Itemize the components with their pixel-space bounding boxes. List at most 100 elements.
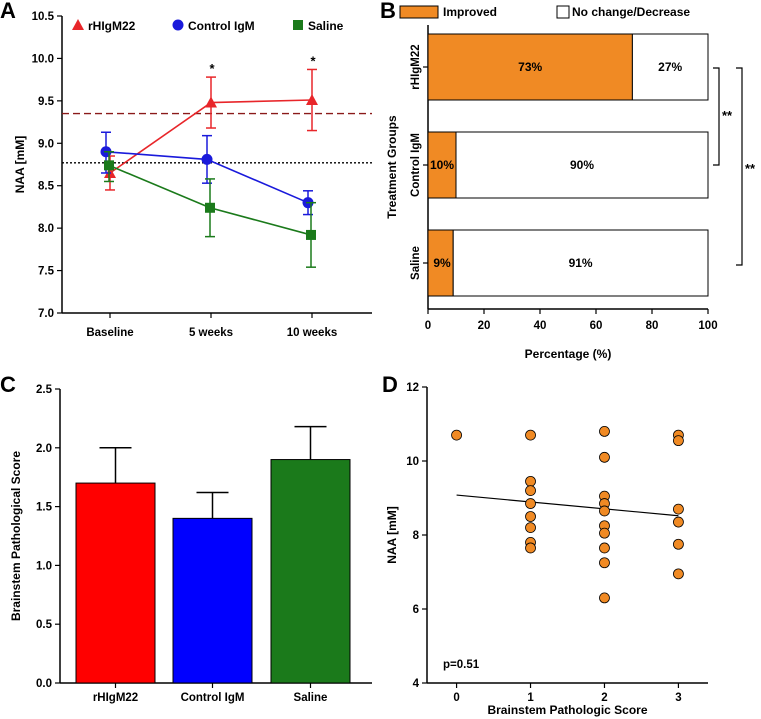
scatter-point <box>599 451 610 463</box>
x-tick-label-c: Saline <box>294 692 328 704</box>
panel-letter-b: B <box>380 0 396 23</box>
y-tick-label-a: 7.0 <box>38 308 54 320</box>
x-tick-label-a: 10 weeks <box>287 327 338 339</box>
legend-label-no-change: No change/Decrease <box>572 5 690 19</box>
legend-marker-square <box>293 20 303 30</box>
x-tick-label-c: rHIgM22 <box>93 692 138 704</box>
p-value-annotation: p=0.51 <box>443 659 480 671</box>
scatter-point <box>525 475 536 487</box>
panel-a-line-chart: 7.0 7.5 8.0 8.5 9.0 9.5 10.0 10.5 Baseline 5 week… <box>13 11 372 339</box>
significance-star: * <box>310 53 316 68</box>
y-tick-label-b: rHIgM22 <box>410 44 422 89</box>
scatter-point <box>525 485 536 497</box>
bar-Control IgM <box>172 517 253 684</box>
x-tick-label-b: 20 <box>478 320 491 332</box>
legend-marker-circle <box>172 19 184 31</box>
data-point-circle <box>201 153 213 165</box>
x-tick-label-b: 100 <box>698 320 717 332</box>
bar-segment-no-change <box>452 229 709 297</box>
y-tick-label-a: 7.5 <box>38 266 55 278</box>
significance-bracket <box>713 67 720 166</box>
bar-value-label: 10% <box>430 158 454 172</box>
panel-b-stacked-bar-chart: 0 20 40 60 80 100 Percentage (%) Treatment Grou… <box>385 5 756 361</box>
significance-bracket <box>736 67 743 266</box>
x-tick-label-c: Control IgM <box>181 692 245 704</box>
y-tick-label-c: 2.0 <box>36 443 52 455</box>
scatter-point <box>525 429 536 441</box>
y-tick-label-b: Control IgM <box>410 133 422 197</box>
x-axis-title-d: Brainstem Pathologic Score <box>487 703 647 717</box>
bar-value-label: 73% <box>518 60 542 74</box>
panel-letter-d: D <box>382 372 398 397</box>
y-tick-label-d: 10 <box>406 456 419 468</box>
scatter-point <box>599 542 610 554</box>
legend-label: Saline <box>308 19 344 33</box>
bar-value-label: 90% <box>570 158 594 172</box>
x-tick-label-b: 60 <box>590 320 603 332</box>
scatter-point <box>673 435 684 447</box>
x-tick-label-d: 3 <box>675 692 681 704</box>
y-tick-label-a: 10.5 <box>32 11 55 23</box>
data-point-triangle <box>205 96 217 108</box>
legend-label: rHIgM22 <box>88 19 136 33</box>
y-tick-label-a: 9.5 <box>38 96 55 108</box>
bar-value-label: 91% <box>569 256 593 270</box>
legend-swatch-improved <box>399 5 439 19</box>
bar-segment-no-change <box>631 33 709 101</box>
x-tick-label-b: 40 <box>534 320 547 332</box>
significance-label: ** <box>745 161 756 176</box>
x-tick-label-a: Baseline <box>86 327 133 339</box>
scatter-point <box>525 542 536 554</box>
x-tick-label-b: 80 <box>646 320 659 332</box>
y-axis-title-b: Treatment Groups <box>385 115 399 219</box>
y-tick-label-c: 2.5 <box>36 384 53 396</box>
x-tick-label-a: 5 weeks <box>189 327 233 339</box>
y-tick-label-a: 8.5 <box>38 181 55 193</box>
x-axis-title-b: Percentage (%) <box>525 347 612 361</box>
scatter-point <box>599 592 610 604</box>
scatter-point <box>673 568 684 580</box>
bar-rHIgM22 <box>75 482 156 684</box>
bar-value-label: 27% <box>658 60 682 74</box>
y-tick-label-d: 8 <box>413 530 420 542</box>
scatter-point <box>673 516 684 528</box>
x-tick-label-b: 0 <box>425 320 431 332</box>
scatter-point <box>525 511 536 522</box>
y-tick-label-a: 9.0 <box>38 138 54 150</box>
scatter-point <box>673 538 684 550</box>
y-axis-title-c: Brainstem Pathological Score <box>9 451 23 621</box>
x-tick-label-d: 0 <box>453 692 459 704</box>
bar-segment-no-change <box>455 131 709 199</box>
y-tick-label-c: 1.0 <box>36 560 52 572</box>
data-point-square <box>205 202 215 213</box>
y-tick-label-b: Saline <box>410 246 422 280</box>
bar-segment-improved <box>427 131 457 199</box>
y-tick-label-d: 6 <box>413 604 419 616</box>
data-point-triangle <box>306 94 318 106</box>
y-tick-label-c: 0.5 <box>36 619 53 631</box>
data-point-square <box>306 229 316 240</box>
scatter-point <box>599 557 610 569</box>
bar-value-label: 9% <box>433 256 451 270</box>
y-tick-label-a: 10.0 <box>32 53 54 65</box>
legend-label: Control IgM <box>188 19 255 33</box>
scatter-point <box>673 503 684 515</box>
panel-c-bar-chart: 0.0 0.5 1.0 1.5 2.0 2.5 Brainstem Pathological… <box>9 384 372 704</box>
panel-letter-c: C <box>0 372 16 397</box>
bar-segment-improved <box>427 229 454 297</box>
data-point-square <box>104 160 114 171</box>
significance-star: * <box>209 61 215 76</box>
regression-line <box>456 494 679 517</box>
y-tick-label-d: 12 <box>406 382 419 394</box>
scatter-point <box>599 505 610 517</box>
y-tick-label-c: 0.0 <box>36 678 52 690</box>
significance-label: ** <box>722 108 733 123</box>
y-tick-label-a: 8.0 <box>38 223 54 235</box>
scatter-point <box>599 425 610 437</box>
y-tick-label-c: 1.5 <box>36 502 53 514</box>
x-tick-label-d: 1 <box>527 692 534 704</box>
scatter-point <box>525 498 536 509</box>
bar-Saline <box>270 459 351 684</box>
